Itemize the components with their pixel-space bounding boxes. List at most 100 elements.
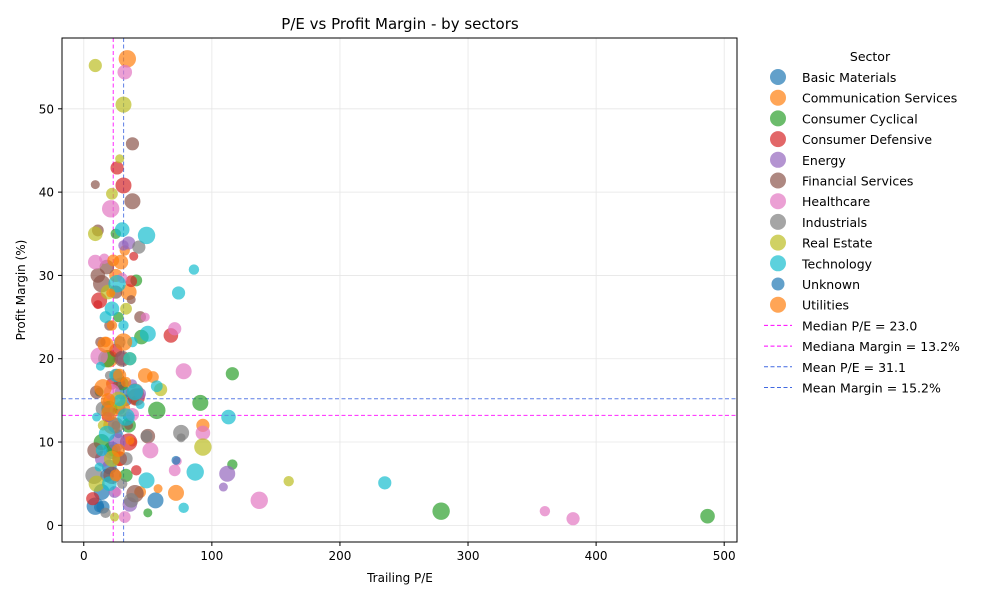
data-point: [126, 295, 136, 305]
data-point: [112, 487, 122, 497]
legend-entry-label: Utilities: [802, 298, 849, 313]
y-tick-label: 50: [39, 102, 54, 116]
data-point: [129, 251, 139, 261]
legend-marker: [771, 277, 785, 291]
data-point: [178, 502, 189, 514]
data-point: [90, 180, 100, 190]
legend-marker: [770, 193, 786, 210]
legend-marker: [770, 151, 786, 168]
data-point: [123, 352, 137, 366]
data-point: [113, 254, 129, 270]
x-axis-label: Trailing P/E: [366, 571, 433, 585]
data-point: [115, 177, 132, 194]
legend-entry-label: Consumer Defensive: [802, 132, 932, 147]
data-point: [118, 320, 129, 331]
data-point: [100, 507, 111, 519]
data-point: [175, 363, 192, 380]
data-point: [125, 137, 140, 151]
data-point: [97, 336, 114, 353]
data-point: [120, 302, 132, 315]
data-point: [139, 325, 156, 342]
data-point: [150, 380, 163, 393]
data-point: [137, 368, 153, 383]
data-point: [106, 187, 118, 200]
y-tick-label: 40: [39, 186, 54, 200]
data-point: [93, 300, 103, 310]
data-point: [378, 476, 392, 490]
legend-marker: [770, 213, 786, 230]
data-point: [153, 484, 163, 494]
legend-entry-label: Real Estate: [802, 236, 873, 251]
data-point: [176, 433, 186, 443]
legend-entry-label: Unknown: [802, 277, 860, 292]
legend-entry-label: Mediana Margin = 13.2%: [802, 339, 960, 354]
legend-marker: [770, 296, 786, 313]
legend-title: Sector: [850, 49, 891, 64]
data-point: [539, 505, 551, 517]
legend-marker: [770, 131, 786, 148]
legend-marker: [770, 89, 786, 106]
data-point: [123, 493, 139, 508]
data-point: [119, 452, 133, 466]
chart-title: P/E vs Profit Margin - by sectors: [281, 15, 519, 33]
data-point: [219, 465, 236, 482]
data-point: [95, 361, 105, 371]
axis-ticks: 0 100 200 300 400 500 0 10 20 30 40 50: [39, 102, 736, 563]
data-point: [221, 409, 236, 425]
data-point: [432, 502, 450, 520]
legend-entry-label: Industrials: [802, 215, 867, 230]
x-tick-label: 0: [80, 549, 88, 563]
data-point: [88, 58, 102, 73]
data-point: [250, 491, 268, 510]
data-point: [700, 508, 715, 524]
data-point: [95, 444, 108, 457]
data-point: [117, 408, 135, 426]
legend-entry-label: Communication Services: [802, 91, 957, 106]
data-point: [142, 442, 159, 459]
legend-marker: [770, 110, 786, 127]
data-point: [195, 425, 211, 441]
data-point: [106, 288, 116, 298]
data-point: [113, 394, 126, 407]
data-point: [115, 154, 125, 164]
legend-entry-label: Healthcare: [802, 194, 870, 209]
legend-entry-label: Basic Materials: [802, 70, 896, 85]
data-point: [225, 367, 239, 381]
data-point: [124, 193, 141, 210]
data-point: [118, 50, 137, 68]
data-point: [110, 512, 120, 522]
data-point: [168, 464, 181, 477]
data-point: [125, 275, 138, 288]
data-point: [114, 222, 130, 237]
data-point: [137, 226, 156, 245]
data-point: [125, 435, 135, 445]
data-point: [171, 286, 186, 300]
data-point: [94, 379, 112, 397]
data-point: [122, 236, 136, 250]
data-points: [85, 50, 715, 526]
legend-entry-label: Technology: [801, 256, 873, 271]
legend-entry-label: Median P/E = 23.0: [802, 318, 917, 333]
y-tick-label: 0: [46, 519, 54, 533]
data-point: [113, 368, 127, 382]
data-point: [88, 226, 103, 242]
data-point: [188, 264, 200, 275]
data-point: [104, 301, 120, 317]
data-point: [218, 482, 228, 492]
data-point: [100, 393, 116, 408]
data-point: [147, 492, 164, 509]
legend-entry-label: Consumer Cyclical: [802, 111, 918, 126]
data-point: [132, 240, 146, 254]
data-point: [114, 333, 133, 351]
data-point: [111, 443, 125, 457]
x-tick-label: 200: [328, 549, 351, 563]
y-tick-label: 20: [39, 352, 54, 366]
data-point: [140, 312, 150, 322]
legend-marker: [770, 234, 786, 251]
data-point: [194, 438, 212, 456]
x-tick-label: 300: [457, 549, 480, 563]
data-point: [88, 254, 103, 270]
legend-marker: [770, 69, 786, 85]
